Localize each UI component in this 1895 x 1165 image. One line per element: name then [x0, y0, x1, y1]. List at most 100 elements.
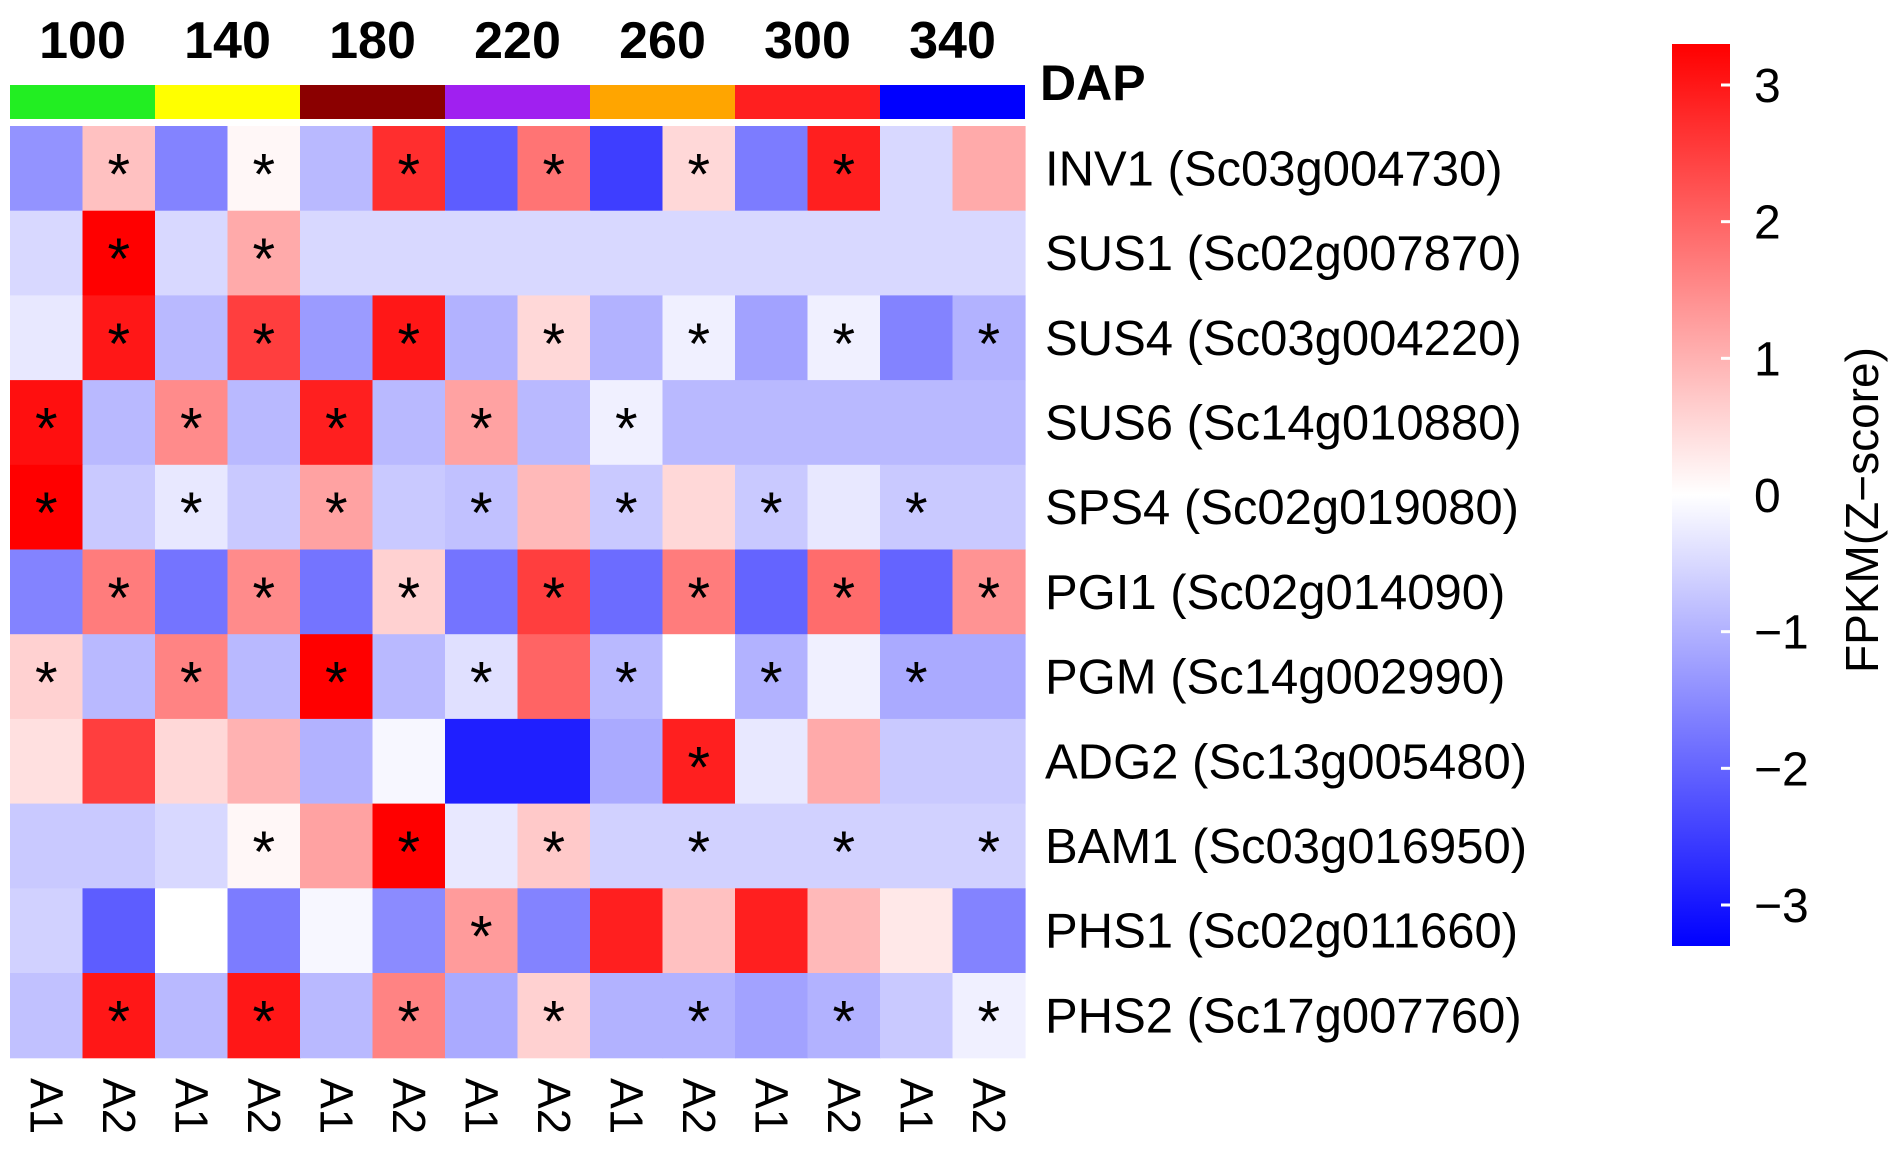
significance-star: * — [905, 481, 928, 546]
heatmap-cell — [372, 888, 446, 974]
colorbar-title: FPKM(Z−score) — [1836, 347, 1888, 673]
row-label: SUS1 (Sc02g007870) — [1045, 227, 1522, 281]
heatmap-cell — [372, 380, 446, 466]
significance-star: * — [180, 481, 203, 546]
colorbar-tick-label: 3 — [1754, 60, 1781, 113]
heatmap-cell — [227, 210, 301, 296]
significance-star: * — [470, 396, 493, 461]
heatmap-cell — [590, 973, 664, 1059]
significance-star: * — [977, 989, 1000, 1054]
dap-title: DAP — [1040, 55, 1146, 111]
heatmap-cell — [82, 380, 156, 466]
heatmap-cell — [10, 464, 84, 551]
dap-label-140: 140 — [184, 12, 271, 70]
column-label: A2 — [528, 1078, 580, 1134]
heatmap-cell — [227, 973, 301, 1059]
heatmap-cell — [807, 888, 881, 974]
significance-star: * — [397, 566, 420, 631]
heatmap-cell — [372, 210, 446, 296]
column-label: A1 — [455, 1078, 507, 1134]
heatmap-cell — [662, 634, 736, 720]
significance-star: * — [832, 142, 855, 207]
significance-star: * — [252, 989, 275, 1054]
heatmap-cell — [517, 380, 591, 466]
colorbar-tick-label: −1 — [1754, 607, 1809, 660]
heatmap-cell — [735, 126, 809, 212]
dap-bar-300 — [735, 85, 880, 119]
colorbar-ticks: 3 2 1 0 −1 −2 −3 — [1721, 60, 1809, 933]
significance-star: * — [905, 651, 928, 716]
significance-star: * — [397, 820, 420, 885]
dap-label-100: 100 — [39, 12, 126, 70]
heatmap-cell — [82, 718, 156, 805]
heatmap-cell — [880, 803, 954, 889]
heatmap-cell — [952, 210, 1026, 296]
heatmap-cell — [807, 973, 881, 1059]
heatmap-cell — [82, 549, 156, 635]
heatmap-cell — [372, 464, 446, 551]
significance-star: * — [977, 312, 1000, 377]
significance-star: * — [832, 312, 855, 377]
heatmap-cell — [445, 634, 519, 720]
heatmap-cell — [445, 210, 519, 296]
heatmap-cell — [82, 126, 156, 212]
heatmap-cell — [517, 126, 591, 212]
heatmap-cell — [807, 295, 881, 381]
heatmap-cell — [517, 973, 591, 1059]
heatmap-cell — [155, 888, 229, 974]
significance-star: * — [470, 481, 493, 546]
significance-star: * — [397, 312, 420, 377]
heatmap-cell — [82, 210, 156, 296]
column-label: A1 — [890, 1078, 942, 1134]
significance-star: * — [832, 989, 855, 1054]
significance-star: * — [180, 651, 203, 716]
heatmap-cell — [227, 295, 301, 381]
heatmap-cell — [735, 888, 809, 974]
heatmap-cell — [445, 718, 519, 805]
significance-star: * — [252, 820, 275, 885]
heatmap-cell — [662, 464, 736, 551]
significance-star: * — [397, 142, 420, 207]
heatmap-cell — [880, 973, 954, 1059]
colorbar-tick-label: −2 — [1754, 743, 1809, 796]
column-label: A1 — [600, 1078, 652, 1134]
row-label: SUS6 (Sc14g010880) — [1045, 396, 1522, 450]
significance-star: * — [615, 651, 638, 716]
significance-star: * — [35, 396, 58, 461]
heatmap-cell — [300, 973, 374, 1059]
significance-star: * — [35, 651, 58, 716]
significance-star: * — [687, 142, 710, 207]
significance-star: * — [107, 312, 130, 377]
heatmap-cell — [952, 464, 1026, 551]
significance-star: * — [832, 820, 855, 885]
heatmap-cell — [880, 718, 954, 805]
heatmap-cell — [952, 634, 1026, 720]
heatmap-cell — [662, 295, 736, 381]
colorbar-tick-label: 0 — [1754, 470, 1781, 523]
heatmap-cell — [227, 888, 301, 974]
column-label: A2 — [93, 1078, 145, 1134]
heatmap-cell — [10, 380, 84, 466]
row-label: BAM1 (Sc03g016950) — [1045, 820, 1527, 874]
significance-star: * — [107, 142, 130, 207]
heatmap-cell — [517, 803, 591, 889]
heatmap-cells — [10, 126, 1026, 1059]
significance-star: * — [542, 312, 565, 377]
heatmap-cell — [735, 803, 809, 889]
dap-bar-340 — [880, 85, 1025, 119]
heatmap-cell — [300, 126, 374, 212]
heatmap-cell — [952, 888, 1026, 974]
significance-star: * — [687, 312, 710, 377]
heatmap-cell — [445, 126, 519, 212]
significance-star: * — [687, 566, 710, 631]
dap-label-180: 180 — [329, 12, 416, 70]
significance-star: * — [542, 566, 565, 631]
heatmap-cell — [155, 464, 229, 551]
heatmap-cell — [807, 126, 881, 212]
heatmap-cell — [10, 803, 84, 889]
heatmap-cell — [590, 549, 664, 635]
heatmap-cell — [82, 295, 156, 381]
heatmap-cell — [590, 718, 664, 805]
significance-star: * — [107, 989, 130, 1054]
